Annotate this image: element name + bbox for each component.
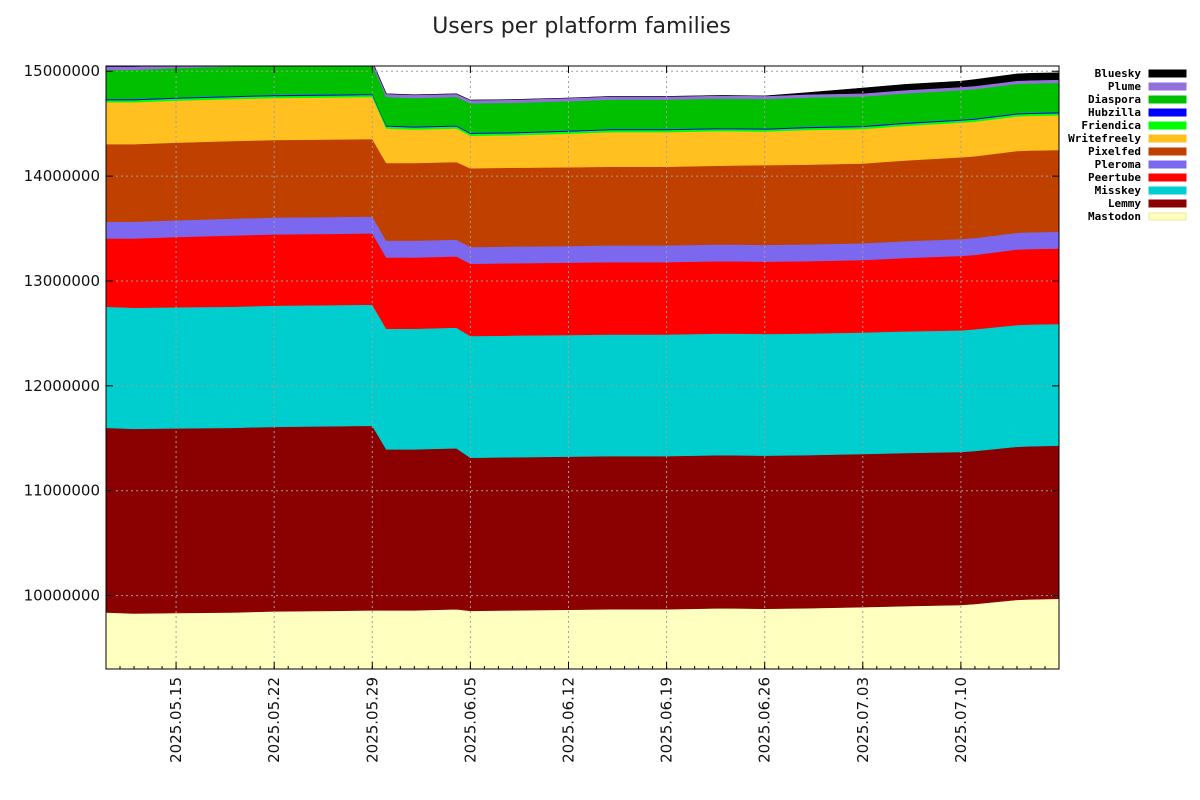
legend-label-pleroma: Pleroma bbox=[1095, 158, 1141, 171]
legend-label-friendica: Friendica bbox=[1081, 119, 1141, 132]
y-tick-label: 10000000 bbox=[24, 587, 100, 605]
y-tick-label: 14000000 bbox=[24, 167, 100, 185]
legend-swatch-hubzilla bbox=[1148, 108, 1187, 117]
legend: BlueskyPlumeDiasporaHubzillaFriendicaWri… bbox=[1068, 67, 1187, 223]
x-tick-label: 2025.07.03 bbox=[854, 677, 872, 763]
chart-title: Users per platform families bbox=[432, 14, 731, 39]
legend-swatch-lemmy bbox=[1148, 199, 1187, 208]
x-tick-label: 2025.07.10 bbox=[952, 677, 970, 763]
legend-label-misskey: Misskey bbox=[1095, 184, 1142, 197]
legend-label-writefreely: Writefreely bbox=[1068, 132, 1141, 145]
x-tick-label: 2025.05.15 bbox=[167, 677, 185, 763]
x-tick-label: 2025.06.19 bbox=[658, 677, 676, 763]
legend-label-lemmy: Lemmy bbox=[1108, 197, 1141, 210]
x-tick-label: 2025.05.29 bbox=[363, 677, 381, 763]
x-tick-label: 2025.05.22 bbox=[265, 677, 283, 763]
stacked-areas bbox=[106, 66, 1059, 669]
legend-swatch-writefreely bbox=[1148, 134, 1187, 143]
y-tick-label: 11000000 bbox=[24, 482, 100, 500]
y-tick-label: 15000000 bbox=[24, 62, 100, 80]
legend-swatch-misskey bbox=[1148, 186, 1187, 195]
area-bluesky bbox=[106, 66, 1059, 101]
legend-label-mastodon: Mastodon bbox=[1088, 210, 1141, 223]
legend-label-plume: Plume bbox=[1108, 80, 1141, 93]
legend-label-peertube: Peertube bbox=[1088, 171, 1141, 184]
legend-swatch-friendica bbox=[1148, 121, 1187, 130]
y-tick-label: 13000000 bbox=[24, 272, 100, 290]
legend-label-pixelfed: Pixelfed bbox=[1088, 145, 1141, 158]
legend-swatch-pixelfed bbox=[1148, 147, 1187, 156]
x-tick-label: 2025.06.26 bbox=[756, 677, 774, 763]
legend-swatch-bluesky bbox=[1148, 69, 1187, 78]
legend-swatch-diaspora bbox=[1148, 95, 1187, 104]
legend-swatch-mastodon bbox=[1148, 212, 1187, 221]
y-tick-label: 12000000 bbox=[24, 377, 100, 395]
legend-swatch-plume bbox=[1148, 82, 1187, 91]
legend-label-hubzilla: Hubzilla bbox=[1088, 106, 1141, 119]
grid-lines bbox=[106, 66, 1059, 669]
x-tick-label: 2025.06.12 bbox=[559, 677, 577, 763]
legend-swatch-pleroma bbox=[1148, 160, 1187, 169]
legend-swatch-peertube bbox=[1148, 173, 1187, 182]
x-tick-label: 2025.06.05 bbox=[461, 677, 479, 763]
legend-label-diaspora: Diaspora bbox=[1088, 93, 1141, 106]
axes: 10000000 11000000 12000000 13000000 14000000… bbox=[24, 62, 1060, 763]
legend-label-bluesky: Bluesky bbox=[1095, 67, 1142, 80]
